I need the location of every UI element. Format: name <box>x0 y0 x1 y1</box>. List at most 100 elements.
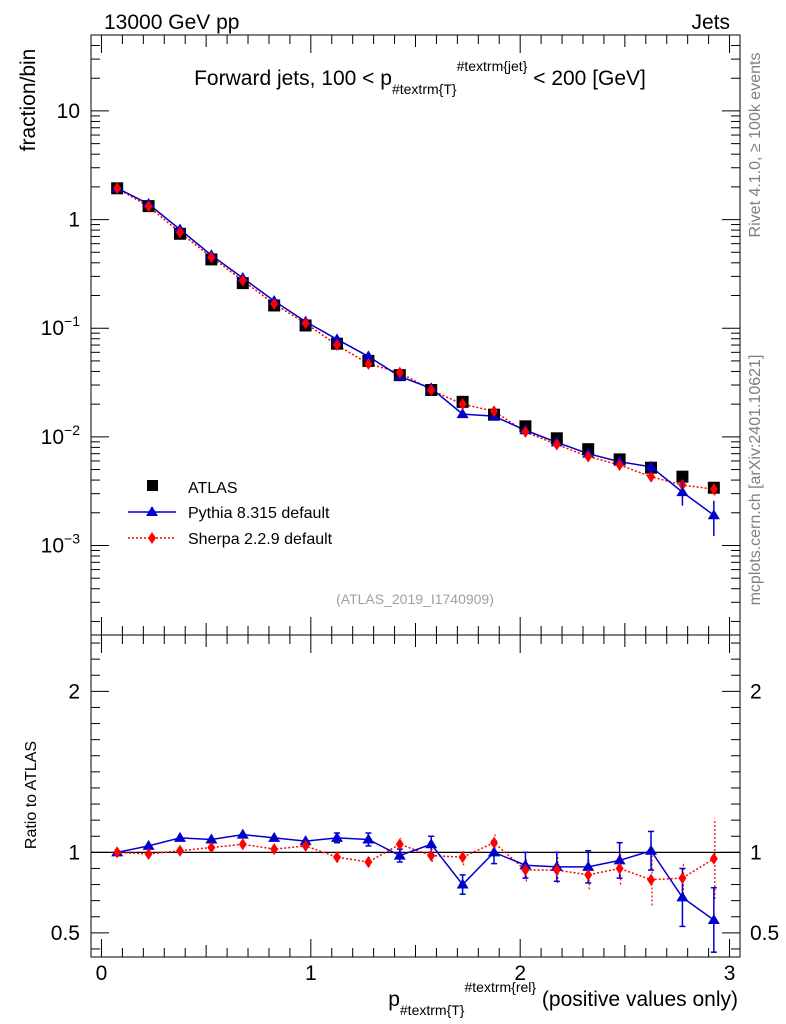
ratio-y-axis-label: Ratio to ATLAS <box>23 741 40 849</box>
ratio-plot-frame <box>90 634 741 958</box>
pythia-data-point <box>456 408 469 419</box>
sherpa-ratio-point <box>364 856 373 869</box>
sherpa-ratio-point <box>175 844 184 857</box>
sherpa-ratio-point <box>301 839 310 852</box>
sherpa-data-point <box>175 226 184 239</box>
legend-marker-sherpa <box>148 532 156 544</box>
header-energy-label: 13000 GeV pp <box>104 11 239 34</box>
sherpa-data-point <box>144 200 153 213</box>
ratio-y-tick-label-right: 1 <box>750 841 762 864</box>
sherpa-data-point <box>615 459 624 472</box>
mcplots-label: mcplots.cern.ch [arXiv:2401.10621] <box>747 355 764 606</box>
x-axis-label-superscript: #textrm{rel} <box>464 979 536 995</box>
sherpa-ratio-point <box>207 841 216 854</box>
main-y-tick-label: 1 <box>68 209 80 232</box>
plot-title-subscript: #textrm{T} <box>392 81 457 97</box>
sherpa-curve <box>116 187 714 490</box>
pythia-ratio-point <box>488 846 501 857</box>
main-y-tick-label: 10−3 <box>41 530 81 557</box>
sherpa-ratio-point <box>458 851 467 864</box>
ratio-axis-ticks: 0.5 0.5 1 1 2 2 0 1 2 3 <box>51 635 779 985</box>
ratio-y-tick-label-left: 2 <box>68 680 80 703</box>
sherpa-data-point <box>364 357 373 370</box>
ratio-data-series <box>91 818 740 953</box>
sherpa-ratio-point <box>584 868 593 881</box>
pythia-ratio-point <box>582 860 595 871</box>
sherpa-data-point <box>113 182 122 195</box>
plot-title-main: Forward jets, 100 < p <box>194 67 392 90</box>
sherpa-ratio-point <box>144 847 153 860</box>
main-data-series <box>111 182 720 537</box>
main-y-tick-label: 10−2 <box>41 422 81 449</box>
analysis-watermark: (ATLAS_2019_I1740909) <box>336 591 494 607</box>
ratio-y-tick-label-right: 0.5 <box>750 922 779 945</box>
x-tick-label: 3 <box>724 962 736 985</box>
sherpa-ratio-point <box>521 864 530 877</box>
pythia-ratio-point <box>613 854 626 865</box>
x-axis-label-subscript: #textrm{T} <box>400 1002 465 1018</box>
x-tick-label: 2 <box>514 962 526 985</box>
pythia-ratio-point <box>330 831 343 842</box>
legend-label-atlas: ATLAS <box>188 480 238 497</box>
sherpa-ratio-point <box>238 838 247 851</box>
pythia-ratio-point <box>142 839 155 850</box>
sherpa-data-point <box>427 383 436 396</box>
pythia-ratio-point <box>362 833 375 844</box>
legend-label-pythia: Pythia 8.315 default <box>188 505 330 522</box>
sherpa-ratio-point <box>395 838 404 851</box>
x-axis-label-suffix: (positive values only) <box>536 988 738 1011</box>
sherpa-ratio-point <box>678 872 687 885</box>
sherpa-ratio-point <box>709 852 718 865</box>
pythia-ratio-point <box>707 913 720 924</box>
rivet-version-label: Rivet 4.1.0, ≥ 100k events <box>747 53 764 238</box>
plot-title: Forward jets, 100 < p#textrm{T}#textrm{j… <box>194 58 646 97</box>
pythia-ratio-point <box>456 878 469 889</box>
legend-label-sherpa: Sherpa 2.2.9 default <box>188 531 333 548</box>
sherpa-data-point <box>521 425 530 438</box>
plot-title-superscript: #textrm{jet} <box>457 58 528 74</box>
sherpa-data-point <box>207 251 216 264</box>
x-axis-label-main: p <box>388 988 400 1011</box>
pythia-data-point <box>362 350 375 361</box>
header-process-label: Jets <box>691 11 730 34</box>
legend-marker-pythia <box>146 506 158 516</box>
pythia-ratio-point <box>393 849 406 860</box>
pythia-ratio-point <box>425 838 438 849</box>
pythia-data-point <box>330 333 343 344</box>
sherpa-ratio-point <box>270 843 279 856</box>
main-axis-ticks: 10 1 10−1 10−2 10−3 <box>41 34 740 635</box>
sherpa-data-point <box>301 317 310 330</box>
ratio-y-tick-label-right: 2 <box>750 680 762 703</box>
sherpa-data-point <box>332 339 341 352</box>
sherpa-ratio-point <box>332 851 341 864</box>
ratio-panel: 0.5 0.5 1 1 2 2 0 1 2 3 Ratio to ATLAS p#textrm{T… <box>23 634 779 1018</box>
sherpa-data-point <box>490 405 499 418</box>
sherpa-ratio-point <box>113 846 122 859</box>
pythia-ratio-point <box>268 831 281 842</box>
sherpa-data-point <box>395 366 404 379</box>
sherpa-ratio-curve <box>117 841 715 881</box>
x-tick-label: 1 <box>305 962 317 985</box>
x-axis-label: p#textrm{T} #textrm{rel} (positive values… <box>388 979 738 1018</box>
pythia-ratio-curve <box>117 833 715 921</box>
sherpa-data-point <box>270 298 279 311</box>
sherpa-data-point <box>647 470 656 483</box>
pythia-ratio-point <box>173 831 186 842</box>
pythia-ratio-point <box>645 844 658 855</box>
main-y-axis-label: fraction/bin <box>17 49 40 152</box>
x-tick-label: 0 <box>96 962 108 985</box>
ratio-y-tick-label-left: 0.5 <box>51 922 80 945</box>
sherpa-data-point <box>584 450 593 463</box>
sherpa-data-point <box>709 483 718 496</box>
sherpa-data-point <box>552 438 561 451</box>
sherpa-ratio-point <box>647 873 656 886</box>
sherpa-ratio-point <box>490 836 499 849</box>
atlas-data-point <box>676 470 689 483</box>
sherpa-ratio-point <box>615 862 624 875</box>
legend-marker-atlas <box>147 480 158 491</box>
sherpa-data-point <box>238 274 247 287</box>
sherpa-ratio-point <box>427 849 436 862</box>
sherpa-ratio-point <box>552 864 561 877</box>
pythia-ratio-point <box>205 833 218 844</box>
